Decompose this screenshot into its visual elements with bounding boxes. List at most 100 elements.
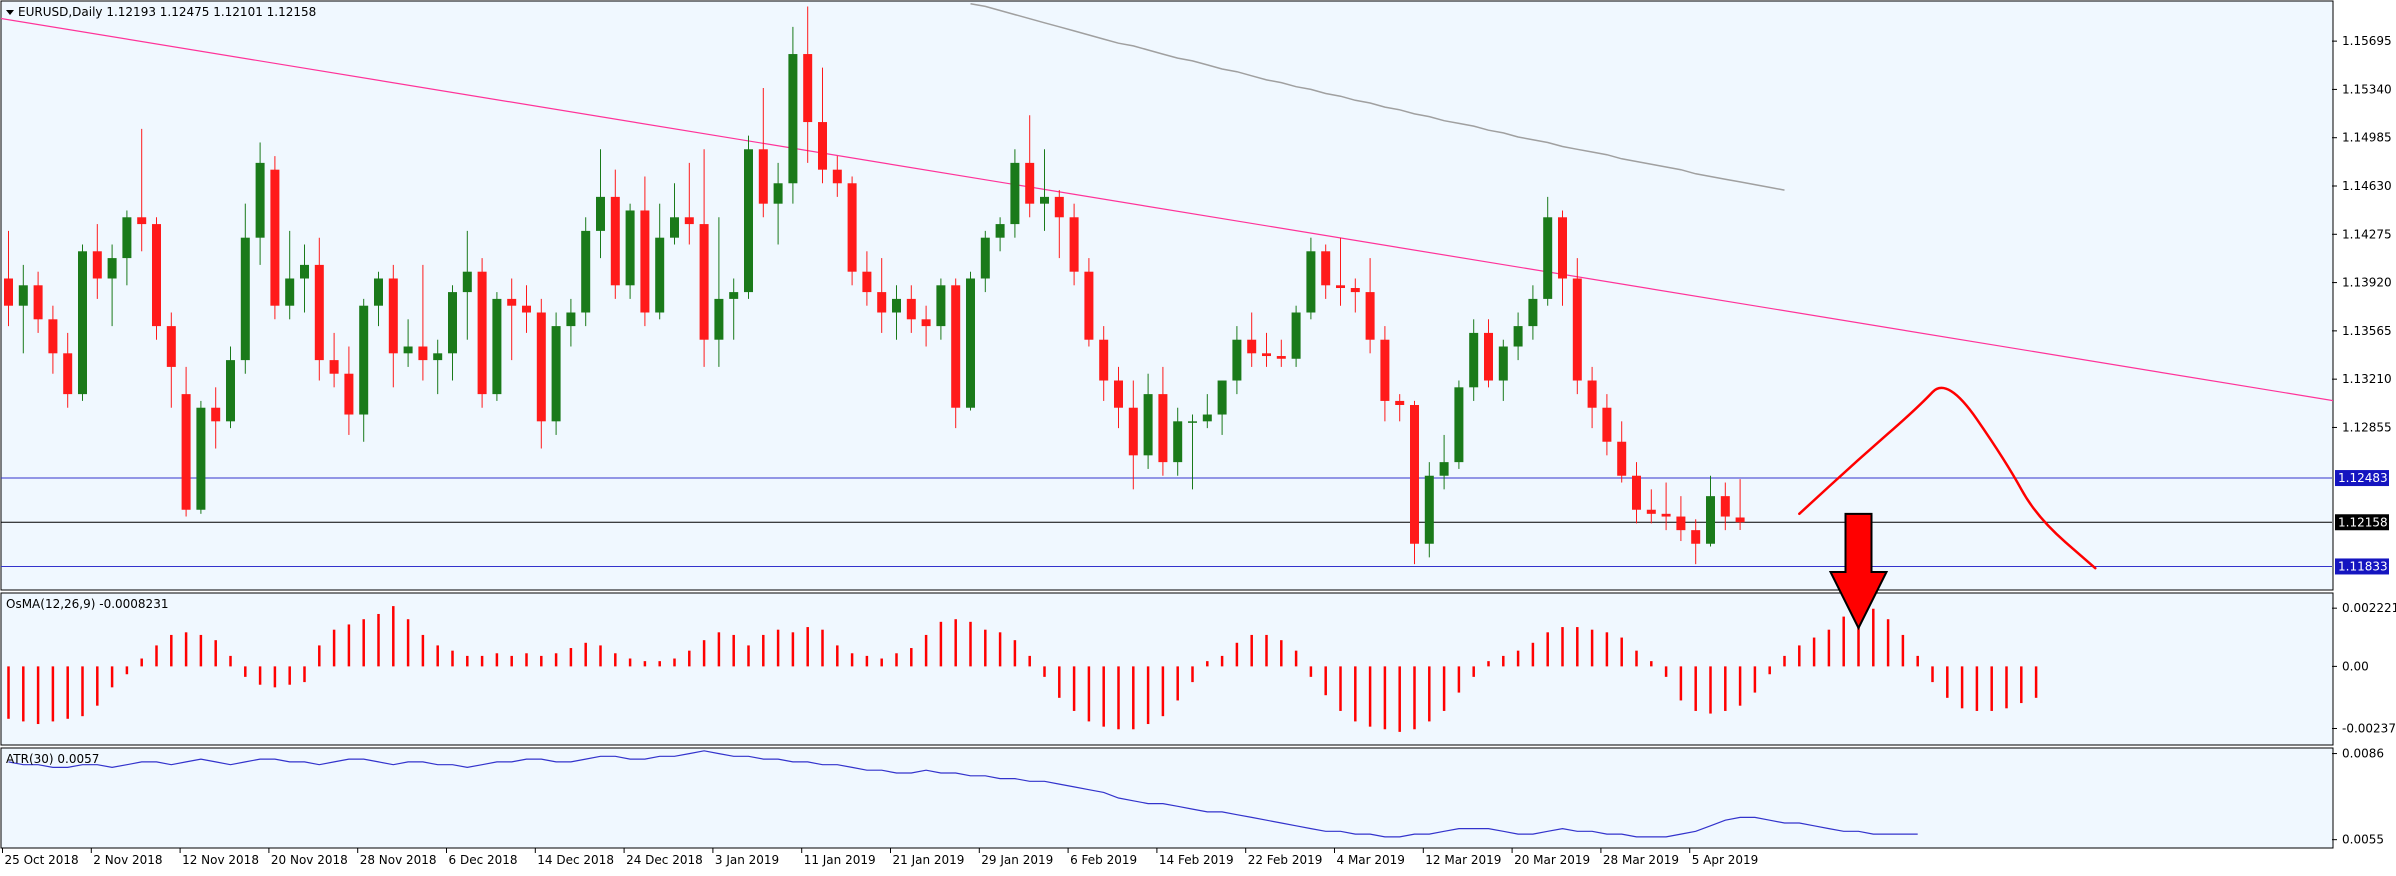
candle	[1247, 312, 1257, 367]
time-tick-label: 29 Jan 2019	[981, 853, 1053, 867]
time-tick-label: 28 Nov 2018	[360, 853, 437, 867]
candle	[581, 217, 591, 327]
candle	[314, 237, 324, 381]
price-tick-label: 1.14630	[2342, 179, 2392, 193]
price-tick-label: 1.15340	[2342, 82, 2392, 96]
price-tag-bg	[2335, 558, 2389, 575]
candle	[1099, 326, 1109, 401]
candle-body	[596, 196, 605, 231]
candle-body	[936, 285, 946, 327]
candle-body	[684, 217, 694, 225]
candle	[1484, 319, 1493, 388]
candle	[388, 264, 398, 388]
candle	[1025, 115, 1035, 218]
candle-body	[1247, 339, 1257, 354]
candle-body	[152, 224, 161, 327]
candle	[818, 67, 827, 184]
candle	[1661, 482, 1671, 531]
candle	[1128, 380, 1138, 490]
candle-body	[1084, 271, 1094, 340]
candle-body	[729, 292, 739, 299]
candle	[729, 278, 739, 340]
candle	[832, 156, 842, 197]
candle-body	[1321, 251, 1331, 286]
osma-header: OsMA(12,26,9) -0.0008231	[6, 597, 168, 611]
symbol-header[interactable]: EURUSD,Daily 1.12193 1.12475 1.12101 1.1…	[6, 5, 316, 19]
osma-panel[interactable]	[0, 592, 2334, 746]
candle	[196, 400, 206, 514]
triangle-down-icon[interactable]	[6, 10, 14, 15]
candle-body	[758, 149, 768, 204]
time-tick-label: 6 Feb 2019	[1070, 853, 1137, 867]
atr-series-line	[8, 750, 1918, 838]
atr-panel[interactable]	[0, 747, 2334, 849]
candle-body	[329, 360, 339, 374]
candle-body	[255, 162, 265, 238]
candle-body	[773, 183, 783, 204]
candle	[344, 346, 354, 435]
price-tick-label: 1.14985	[2342, 131, 2392, 145]
candle	[1587, 366, 1597, 429]
candle-body	[314, 264, 324, 361]
candle-body	[1262, 353, 1271, 357]
candle	[285, 230, 295, 320]
candle	[684, 162, 694, 245]
candle	[1054, 190, 1064, 259]
osma-histogram	[7, 606, 2038, 732]
candle-body	[1025, 162, 1035, 204]
candle	[329, 332, 339, 388]
price-tag-bg	[2335, 470, 2389, 487]
candle-body	[1276, 356, 1286, 359]
price-axis: 1.15695 1.15340 1.14985 1.14630 1.14275 1.139…	[2332, 34, 2396, 847]
candle-body	[1454, 387, 1464, 463]
candle	[1321, 244, 1331, 299]
candle	[18, 264, 28, 354]
candle	[1454, 380, 1464, 469]
time-tick-label: 14 Feb 2019	[1159, 853, 1234, 867]
candle	[1217, 380, 1227, 435]
time-tick-label: 4 Mar 2019	[1337, 853, 1405, 867]
candle	[847, 176, 857, 286]
candle-body	[951, 285, 961, 408]
candle	[1617, 421, 1627, 483]
price-tick-label: 1.15695	[2342, 34, 2392, 48]
candle	[1173, 407, 1183, 476]
price-tick-label: 1.13565	[2342, 324, 2392, 338]
candle	[270, 156, 280, 320]
candle	[33, 271, 43, 333]
candle-body	[1691, 530, 1701, 544]
candle-body	[166, 326, 176, 367]
time-tick-label: 11 Jan 2019	[804, 853, 876, 867]
candle	[181, 366, 191, 517]
candle-body	[285, 278, 295, 306]
candle	[906, 285, 916, 333]
candle-body	[1380, 339, 1390, 401]
support-price-tag: 1.11833	[2335, 558, 2389, 575]
candle	[951, 278, 961, 429]
candle-body	[522, 305, 531, 313]
candle-body	[566, 312, 576, 327]
candle-body	[300, 264, 309, 279]
candle	[226, 346, 235, 429]
price-series	[1, 2, 2333, 570]
projection-curve	[1798, 386, 2097, 570]
candle-body	[744, 149, 753, 293]
candle	[936, 278, 946, 340]
candle	[240, 203, 250, 374]
candle-body	[1587, 380, 1597, 408]
atr-header: ATR(30) 0.0057	[6, 752, 99, 766]
candle-body	[921, 319, 931, 327]
main-panel[interactable]	[0, 0, 2334, 591]
candle-body	[33, 285, 43, 320]
candle-body	[995, 224, 1005, 238]
candle-body	[714, 298, 724, 340]
time-tick-label: 21 Jan 2019	[893, 853, 965, 867]
time-tick-label: 28 Mar 2019	[1603, 853, 1679, 867]
candle	[48, 305, 58, 374]
candle	[462, 230, 472, 340]
candle	[877, 258, 887, 333]
candle	[803, 6, 813, 163]
candle	[758, 88, 768, 218]
